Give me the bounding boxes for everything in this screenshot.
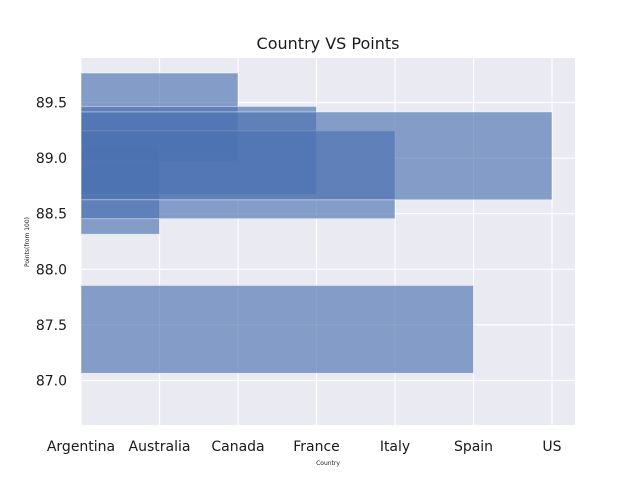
x-axis-label: Country: [316, 460, 340, 467]
y-tick-label: 88.0: [36, 262, 67, 278]
x-tick-labels: Argentina Australia Canada France Italy Spain…: [47, 439, 562, 455]
x-tick-label: Italy: [380, 439, 410, 455]
bar: [80, 111, 553, 201]
x-tick-label: France: [293, 439, 340, 455]
x-tick-label: Australia: [129, 439, 191, 455]
x-tick-label: Spain: [454, 439, 493, 455]
x-tick-label: US: [542, 439, 561, 455]
y-tick-labels: 87.0 87.5 88.0 88.5 89.0 89.5: [36, 95, 67, 389]
y-axis-label: Points(from 100): [24, 217, 31, 267]
bar: [80, 285, 474, 374]
x-tick-label: Argentina: [47, 439, 115, 455]
y-tick-label: 89.5: [36, 95, 67, 111]
y-tick-label: 87.0: [36, 374, 67, 390]
x-tick-label: Canada: [211, 439, 264, 455]
y-tick-label: 87.5: [36, 318, 67, 334]
bars: [80, 72, 553, 374]
y-tick-label: 88.5: [36, 207, 67, 223]
y-tick-label: 89.0: [36, 151, 67, 167]
chart-title: Country VS Points: [257, 34, 400, 53]
